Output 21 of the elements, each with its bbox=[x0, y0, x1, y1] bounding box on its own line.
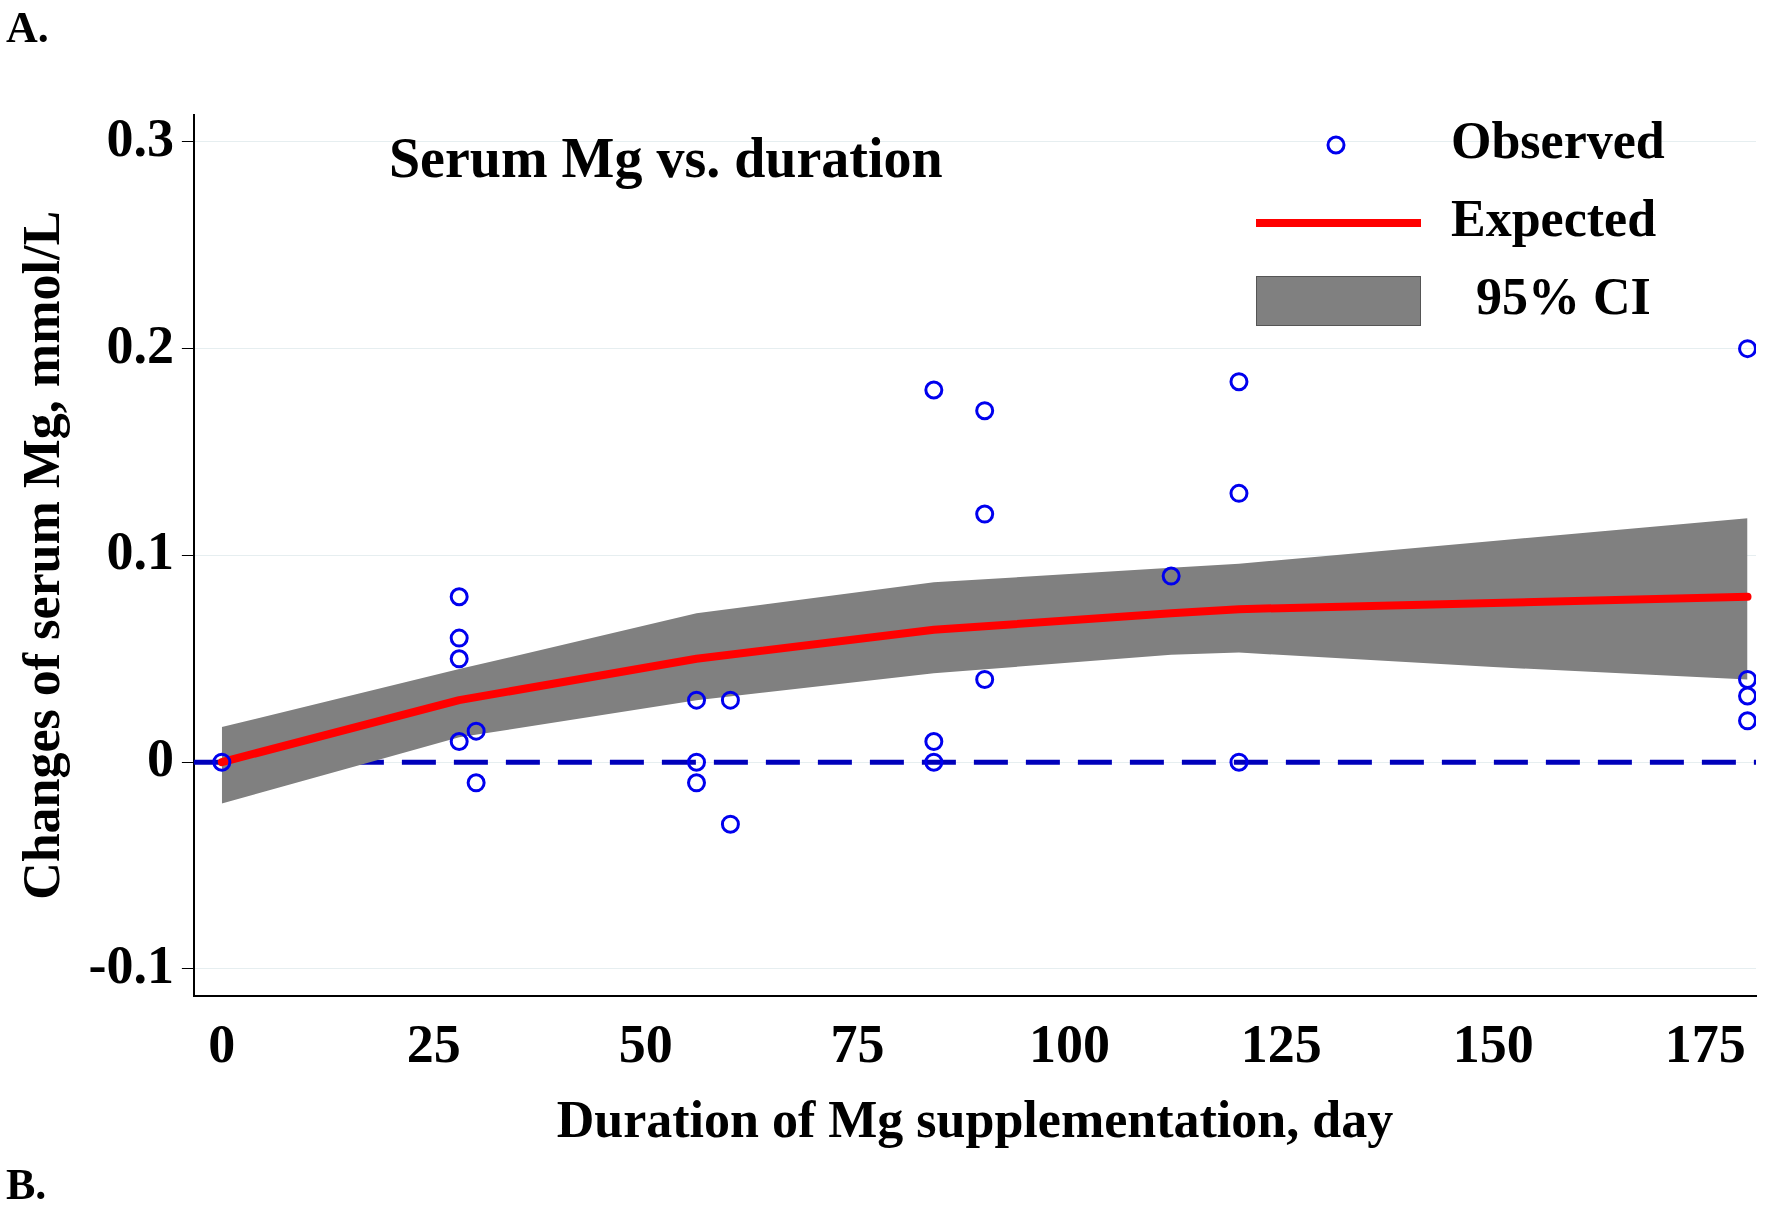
chart-title: Serum Mg vs. duration bbox=[388, 127, 943, 190]
text: B. bbox=[6, 1159, 47, 1210]
x-axis-title: Duration of Mg supplementation, day bbox=[556, 1091, 1394, 1149]
y-tick-label: 0 bbox=[146, 728, 174, 789]
x-tick-label: 150 bbox=[1452, 1014, 1534, 1075]
x-tick-label: 50 bbox=[618, 1014, 673, 1075]
legend-label: Expected bbox=[1451, 190, 1657, 248]
x-tick-label: 75 bbox=[830, 1014, 885, 1075]
x-tick-label: 100 bbox=[1028, 1014, 1110, 1075]
x-tick-label: 0 bbox=[208, 1014, 236, 1075]
y-tick-label: -0.1 bbox=[88, 934, 174, 995]
x-tick-label: 25 bbox=[406, 1014, 461, 1075]
y-axis-title: Changes of serum Mg, mmol/L bbox=[12, 210, 70, 900]
x-tick-label: 125 bbox=[1240, 1014, 1322, 1075]
x-tick-label: 175 bbox=[1664, 1014, 1746, 1075]
y-tick-label: 0.3 bbox=[106, 107, 174, 168]
text: A. bbox=[6, 2, 49, 53]
annotation: 95% CI bbox=[1476, 268, 1651, 326]
legend-label: Observed bbox=[1451, 112, 1665, 170]
y-tick-label: 0.2 bbox=[106, 314, 174, 375]
y-tick-label: 0.1 bbox=[106, 521, 174, 582]
